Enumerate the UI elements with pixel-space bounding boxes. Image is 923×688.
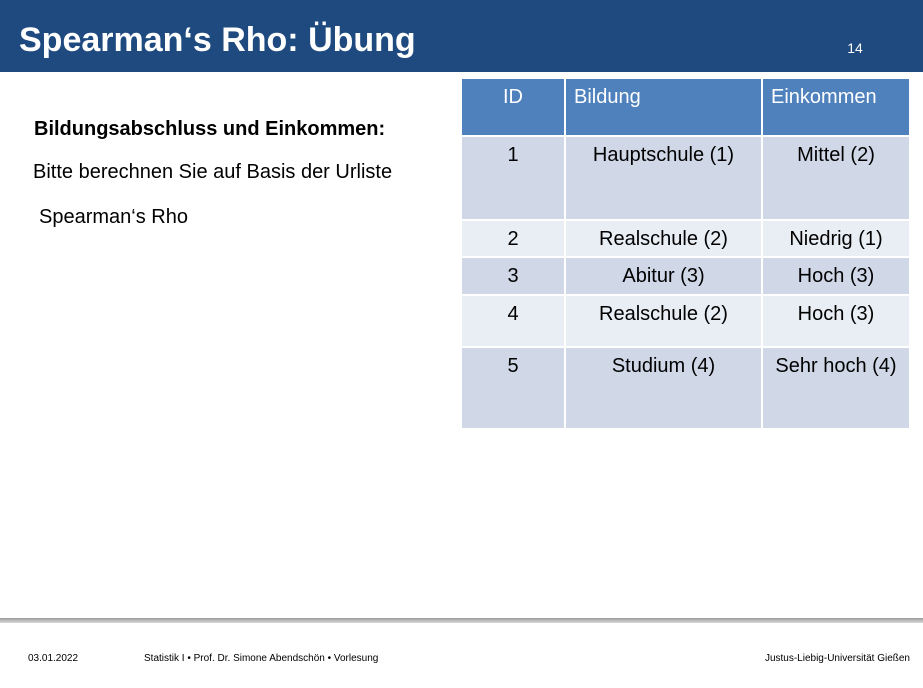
cell-id: 3	[460, 256, 566, 296]
instruction-text: Bitte berechnen Sie auf Basis der Urlist…	[33, 161, 393, 183]
table-row: 3 Abitur (3) Hoch (3)	[460, 256, 911, 296]
cell-einkommen: Hoch (3)	[761, 294, 911, 348]
subheading: Bildungsabschluss und Einkommen:	[34, 118, 386, 140]
table-header-row: ID Bildung Einkommen	[460, 77, 911, 137]
page-number: 14	[847, 40, 863, 56]
table-row: 5 Studium (4) Sehr hoch (4)	[460, 346, 911, 430]
footer-course: Statistik I • Prof. Dr. Simone Abendschö…	[144, 653, 379, 664]
table-row: 2 Realschule (2) Niedrig (1)	[460, 219, 911, 258]
cell-bildung: Abitur (3)	[564, 256, 763, 296]
table-row: 1 Hauptschule (1) Mittel (2)	[460, 135, 911, 221]
table-row: 4 Realschule (2) Hoch (3)	[460, 294, 911, 348]
header-id: ID	[460, 77, 566, 137]
cell-bildung: Studium (4)	[564, 346, 763, 430]
cell-id: 5	[460, 346, 566, 430]
cell-einkommen: Sehr hoch (4)	[761, 346, 911, 430]
cell-bildung: Realschule (2)	[564, 219, 763, 258]
header-einkommen: Einkommen	[761, 77, 911, 137]
footer-university: Justus-Liebig-Universität Gießen	[764, 653, 910, 664]
cell-id: 2	[460, 219, 566, 258]
cell-bildung: Hauptschule (1)	[564, 135, 763, 221]
data-table: ID Bildung Einkommen 1 Hauptschule (1) M…	[460, 77, 911, 430]
footer-date: 03.01.2022	[28, 653, 79, 664]
term-text: Spearman‘s Rho	[39, 206, 188, 228]
slide-title: Spearman‘s Rho: Übung	[19, 21, 416, 59]
cell-einkommen: Niedrig (1)	[761, 219, 911, 258]
cell-id: 4	[460, 294, 566, 348]
cell-einkommen: Hoch (3)	[761, 256, 911, 296]
header-bildung: Bildung	[564, 77, 763, 137]
cell-id: 1	[460, 135, 566, 221]
cell-bildung: Realschule (2)	[564, 294, 763, 348]
cell-einkommen: Mittel (2)	[761, 135, 911, 221]
footer-divider	[0, 618, 923, 623]
title-bar: Spearman‘s Rho: Übung 14	[0, 0, 923, 72]
